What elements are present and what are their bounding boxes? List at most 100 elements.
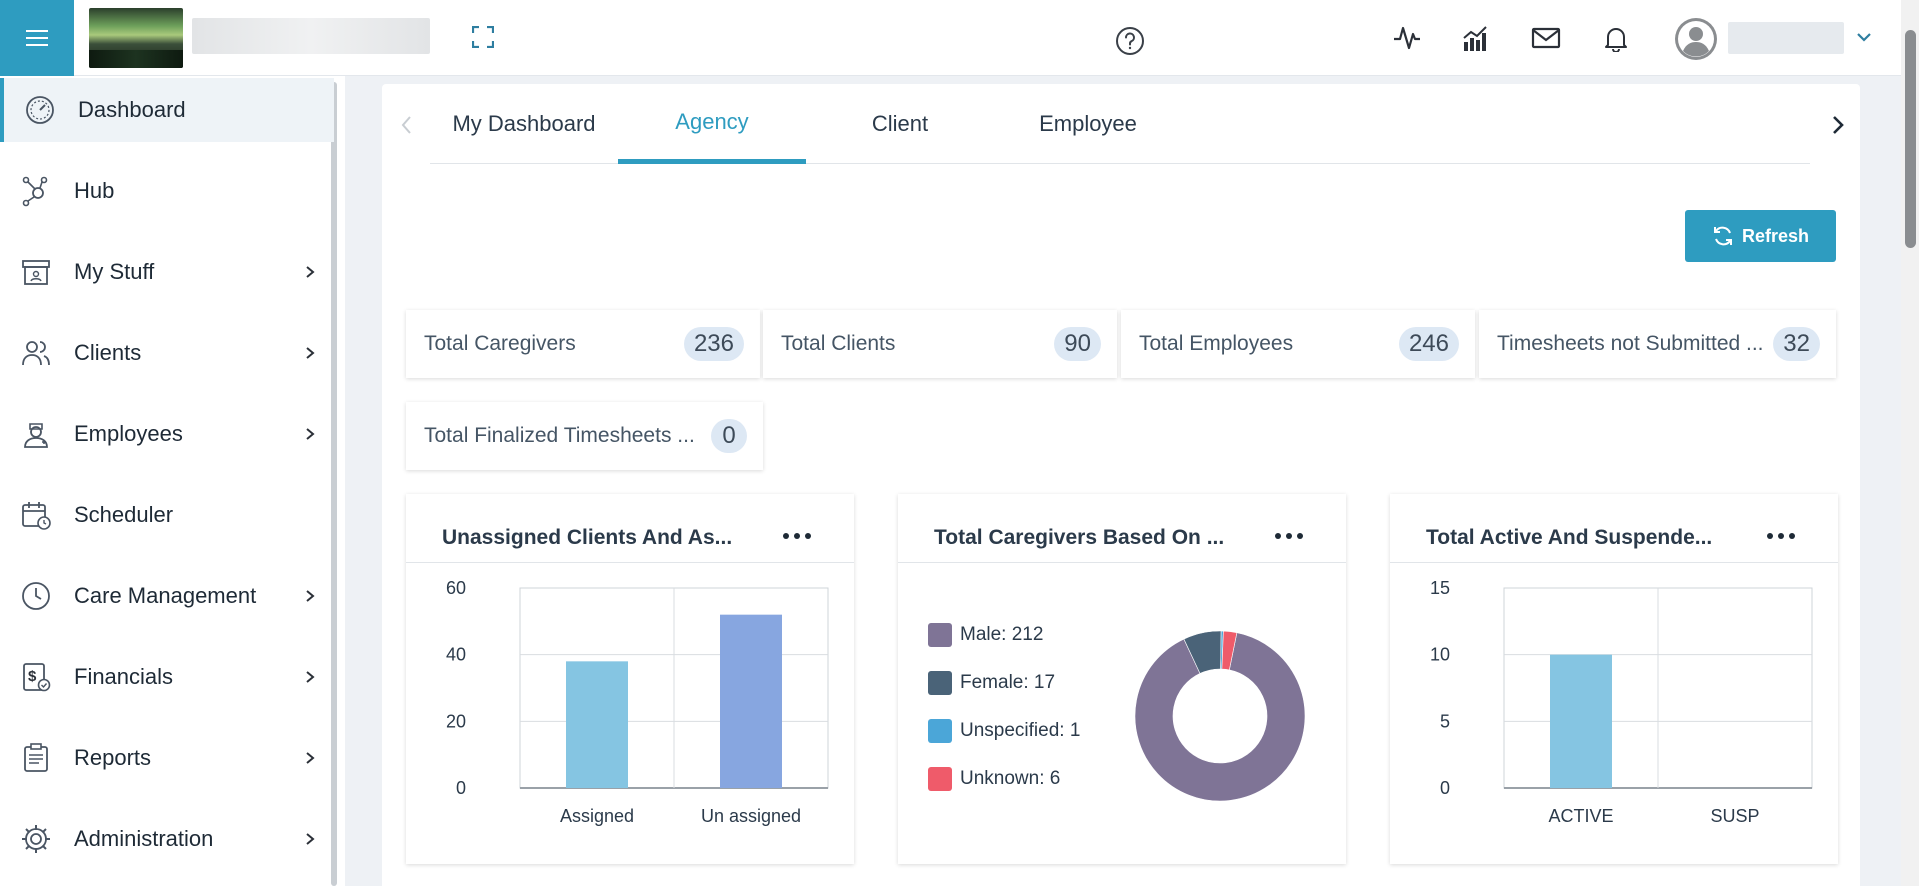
legend-label: Unspecified: 1 (960, 720, 1081, 741)
stat-label: Total Finalized Timesheets ... (424, 424, 695, 447)
legend-item-unknown[interactable]: Unknown: 6 (928, 767, 1060, 791)
mail-icon[interactable] (1531, 24, 1561, 52)
sidebar-item-label: Administration (74, 826, 214, 851)
legend-swatch (928, 719, 952, 743)
tab-label: Client (871, 111, 929, 136)
sidebar-scrollbar[interactable] (331, 82, 337, 886)
stat-label: Timesheets not Submitted ... (1497, 332, 1764, 355)
bar-active (1550, 654, 1612, 788)
tab-scroll-left-icon[interactable] (400, 114, 414, 136)
sidebar-item-label: Dashboard (78, 97, 186, 122)
tab-label: Agency (675, 108, 749, 134)
legend-item-unspecified[interactable]: Unspecified: 1 (928, 719, 1080, 743)
sidebar-item-hub[interactable]: Hub (0, 159, 334, 223)
clipboard-icon (24, 743, 48, 772)
panel-divider (898, 562, 1346, 563)
x-tick-label: Assigned (560, 806, 634, 826)
clock-icon (22, 582, 50, 610)
avatar-icon[interactable] (1674, 17, 1718, 61)
sidebar-item-financials[interactable]: $ Financials (0, 645, 334, 709)
expand-icon[interactable] (472, 26, 494, 48)
page-scrollbar-thumb[interactable] (1905, 30, 1916, 248)
legend-label: Female: 17 (960, 672, 1056, 693)
bar-un-assigned (720, 614, 782, 788)
legend-swatch (928, 671, 952, 695)
stat-label: Total Caregivers (424, 332, 576, 355)
activity-icon[interactable] (1392, 24, 1422, 52)
y-tick-label: 0 (1440, 778, 1450, 798)
hub-icon (22, 176, 48, 207)
top-bar (0, 0, 1919, 76)
legend-item-female[interactable]: Female: 17 (928, 671, 1055, 695)
stat-label: Total Employees (1139, 332, 1294, 355)
chevron-right-icon (306, 752, 315, 764)
chart-panel-unassigned-clients: Unassigned Clients And As... 60 40 20 0 Assi… (406, 494, 854, 864)
sidebar: Dashboard Hub My Stuff Clients Employees Sche… (0, 76, 345, 886)
tab-my-dashboard[interactable]: My Dashboard (430, 84, 618, 164)
refresh-button[interactable]: Refresh (1685, 210, 1836, 262)
x-tick-label: ACTIVE (1548, 806, 1613, 826)
x-tick-label: SUSP (1710, 806, 1759, 826)
hamburger-menu-button[interactable] (0, 0, 74, 76)
chart-panel-active-suspended: Total Active And Suspende... 15 10 5 0 ACTIV… (1390, 494, 1838, 864)
tab-employee[interactable]: Employee (994, 84, 1182, 164)
legend-swatch (928, 623, 952, 647)
analytics-icon[interactable] (1461, 24, 1491, 52)
sidebar-item-label: Clients (74, 340, 142, 365)
legend-swatch (928, 767, 952, 791)
stat-total-clients[interactable]: Total Clients 90 (763, 310, 1117, 378)
tab-label: Employee (1039, 111, 1137, 136)
chart-panel-caregivers-gender: Total Caregivers Based On ... Male: 212 … (898, 494, 1346, 864)
sidebar-item-care-management[interactable]: Care Management (0, 564, 334, 628)
sidebar-item-label: Employees (74, 421, 183, 446)
tab-scroll-right-icon[interactable] (1830, 114, 1846, 136)
sidebar-item-administration[interactable]: Administration (0, 807, 334, 871)
y-tick-label: 10 (1430, 645, 1450, 665)
stat-timesheets-not-submitted[interactable]: Timesheets not Submitted ... 32 (1479, 310, 1836, 378)
sidebar-item-dashboard[interactable]: Dashboard (0, 78, 334, 142)
y-tick-label: 60 (446, 578, 466, 598)
legend-item-male[interactable]: Male: 212 (928, 623, 1043, 647)
gauge-icon (26, 96, 54, 124)
sidebar-item-my-stuff[interactable]: My Stuff (0, 240, 334, 304)
more-options-icon[interactable] (1273, 530, 1305, 542)
more-options-icon[interactable] (781, 530, 813, 542)
sidebar-item-employees[interactable]: Employees (0, 402, 334, 466)
bell-icon[interactable] (1601, 24, 1631, 52)
chevron-right-icon (306, 671, 315, 683)
legend-label: Unknown: 6 (960, 768, 1061, 789)
bar-chart-unassigned-clients: 60 40 20 0 Assigned Un assigned (446, 578, 829, 826)
slice-male (1134, 632, 1306, 802)
stat-value-badge: 90 (1054, 327, 1101, 361)
gear-icon (22, 825, 50, 853)
dashboard-tabs: My Dashboard Agency Client Employee (430, 84, 1810, 164)
dollar-doc-icon: $ (23, 663, 51, 692)
sidebar-item-clients[interactable]: Clients (0, 321, 334, 385)
refresh-label: Refresh (1741, 225, 1810, 246)
chevron-right-icon (306, 833, 315, 845)
stat-total-finalized-timesheets[interactable]: Total Finalized Timesheets ... 0 (406, 402, 763, 470)
donut-chart-caregivers-gender (1134, 630, 1306, 802)
archive-icon (22, 260, 50, 285)
refresh-icon (1713, 226, 1732, 246)
y-tick-label: 15 (1430, 578, 1450, 598)
calendar-icon (22, 502, 51, 530)
tab-agency[interactable]: Agency (618, 84, 806, 164)
chevron-right-icon (306, 266, 315, 278)
sidebar-item-reports[interactable]: Reports (0, 726, 334, 790)
sidebar-item-label: My Stuff (74, 259, 155, 284)
help-icon[interactable] (1115, 26, 1145, 56)
stat-value-badge: 32 (1773, 327, 1820, 361)
y-tick-label: 20 (446, 711, 466, 731)
panel-divider (1390, 562, 1838, 563)
stat-total-caregivers[interactable]: Total Caregivers 236 (406, 310, 760, 378)
tab-client[interactable]: Client (806, 84, 994, 164)
stat-total-employees[interactable]: Total Employees 246 (1121, 310, 1475, 378)
sidebar-item-scheduler[interactable]: Scheduler (0, 483, 334, 547)
more-options-icon[interactable] (1765, 530, 1797, 542)
sidebar-item-label: Reports (74, 745, 152, 770)
y-tick-label: 0 (456, 778, 466, 798)
svg-text:$: $ (28, 668, 37, 685)
chevron-down-icon[interactable] (1855, 30, 1873, 44)
organization-logo (89, 8, 183, 68)
